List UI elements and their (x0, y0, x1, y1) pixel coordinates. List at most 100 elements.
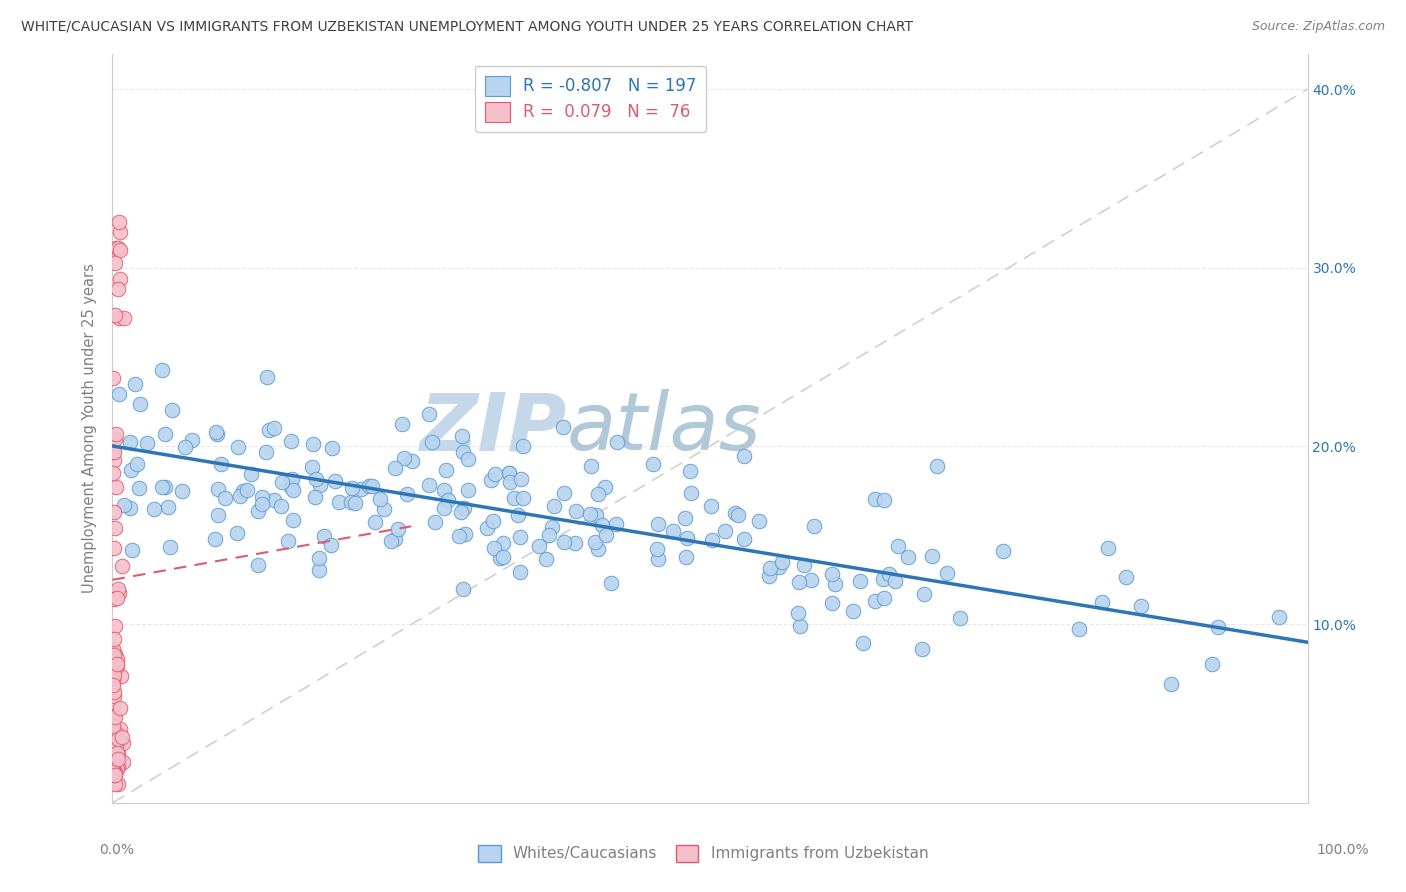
Point (387, 522, 409, 536)
Point (949, 611, 972, 625)
Point (101, 763, 124, 777)
Point (586, 486, 609, 500)
Point (863, 593, 886, 607)
Point (492, 536, 515, 550)
Point (107, 752, 129, 766)
Point (863, 492, 886, 507)
Point (205, 426, 228, 441)
Point (842, 604, 865, 618)
Point (111, 731, 134, 745)
Point (157, 500, 180, 514)
Point (108, 225, 131, 239)
Point (118, 501, 141, 516)
Point (107, 777, 129, 791)
Point (643, 457, 665, 471)
Point (174, 441, 197, 455)
Point (103, 541, 125, 555)
Point (433, 483, 456, 497)
Point (103, 709, 125, 723)
Point (503, 491, 526, 506)
Point (350, 482, 373, 496)
Point (101, 656, 124, 670)
Point (104, 479, 127, 493)
Point (873, 493, 896, 508)
Point (824, 577, 846, 591)
Point (512, 439, 534, 453)
Point (170, 484, 193, 499)
Point (236, 483, 259, 498)
Point (101, 466, 124, 480)
Point (425, 515, 447, 529)
Point (436, 463, 458, 477)
Point (368, 492, 391, 507)
Point (104, 768, 127, 782)
Point (112, 499, 135, 513)
Point (498, 475, 520, 489)
Point (103, 668, 125, 682)
Point (553, 535, 575, 549)
Point (101, 765, 124, 780)
Point (257, 423, 280, 437)
Point (873, 591, 896, 606)
Point (108, 215, 131, 229)
Point (280, 434, 302, 448)
Point (128, 481, 150, 495)
Point (103, 592, 125, 607)
Point (239, 467, 262, 482)
Point (150, 480, 173, 494)
Point (509, 472, 531, 486)
Point (647, 552, 669, 566)
Point (384, 532, 406, 546)
Point (204, 532, 226, 546)
Point (1067, 622, 1090, 636)
Point (453, 582, 475, 597)
Point (254, 444, 277, 458)
Point (437, 493, 460, 508)
Point (101, 728, 124, 742)
Point (104, 241, 127, 255)
Point (498, 466, 520, 480)
Point (391, 417, 413, 431)
Point (107, 585, 129, 599)
Point (673, 511, 696, 525)
Point (153, 427, 176, 442)
Point (583, 534, 606, 549)
Point (418, 478, 440, 492)
Point (887, 539, 910, 553)
Point (787, 575, 810, 590)
Point (105, 746, 128, 760)
Point (537, 527, 560, 541)
Point (482, 514, 505, 528)
Point (103, 648, 125, 662)
Point (301, 459, 323, 474)
Point (340, 494, 363, 508)
Point (724, 506, 747, 520)
Point (498, 467, 520, 481)
Point (108, 272, 131, 286)
Point (506, 508, 529, 523)
Point (727, 508, 749, 522)
Point (226, 440, 249, 454)
Point (343, 496, 366, 510)
Point (373, 501, 395, 516)
Point (247, 504, 270, 518)
Point (127, 457, 149, 471)
Point (564, 503, 586, 517)
Text: 100.0%: 100.0% (1316, 843, 1369, 857)
Point (205, 425, 228, 439)
Point (564, 535, 586, 549)
Point (492, 549, 515, 564)
Point (1268, 610, 1291, 624)
Point (591, 517, 613, 532)
Point (553, 419, 575, 434)
Point (447, 529, 470, 543)
Point (305, 472, 328, 486)
Point (110, 701, 132, 715)
Point (714, 524, 737, 539)
Point (101, 699, 124, 714)
Point (384, 461, 406, 475)
Point (101, 737, 124, 751)
Point (107, 241, 129, 255)
Point (107, 746, 129, 760)
Point (457, 452, 479, 467)
